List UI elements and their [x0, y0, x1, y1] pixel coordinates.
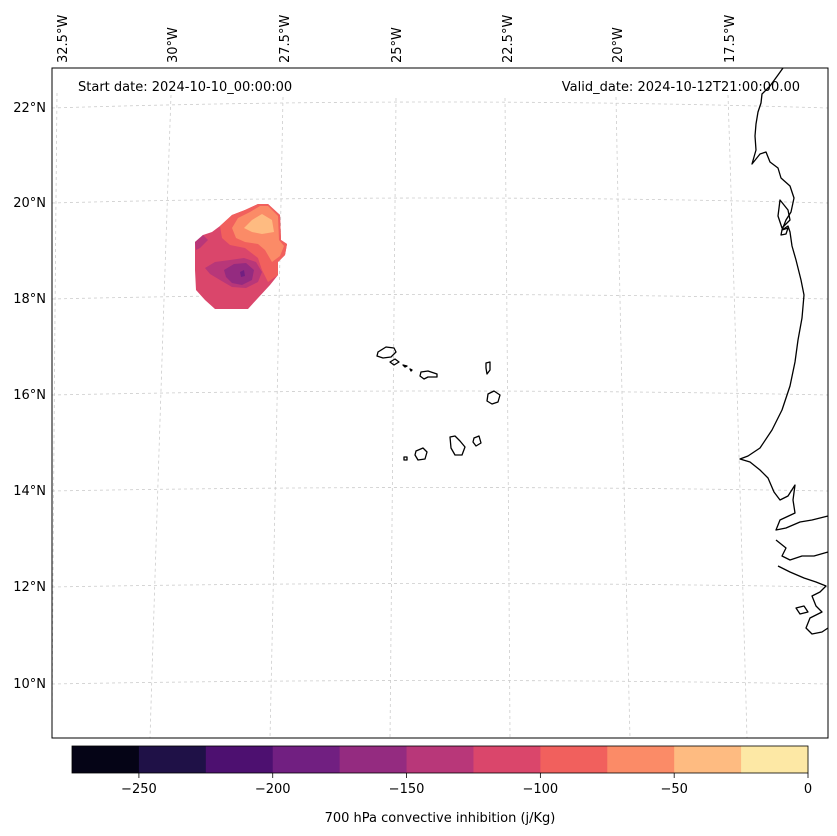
start-date-label: Start date: 2024-10-10_00:00:00 — [78, 80, 292, 95]
lon-label: 30°W — [166, 27, 181, 63]
valid-date-label: Valid_date: 2024-10-12T21:00:00.00 — [562, 80, 800, 95]
colorbar-segment — [72, 746, 140, 773]
map-axes — [51, 67, 829, 739]
colorbar-segment — [205, 746, 274, 773]
longitude-gridlines — [51, 92, 748, 739]
colorbar-ticks: −250 −200 −150 −100 −50 0 — [121, 773, 812, 797]
colorbar-segment — [473, 746, 541, 773]
latitude-gridlines — [51, 101, 829, 685]
colorbar-tick-label: −100 — [523, 782, 559, 797]
lon-label: 20°W — [611, 27, 626, 63]
colorbar-segment — [540, 746, 608, 773]
colorbar-segment — [607, 746, 675, 773]
colorbar-tick-label: 0 — [804, 782, 812, 797]
lat-label: 16°N — [13, 388, 46, 403]
cin-contour-min — [240, 270, 245, 277]
lat-label: 10°N — [13, 677, 46, 692]
lat-label: 12°N — [13, 580, 46, 595]
colorbar-segment — [741, 746, 809, 773]
lon-label: 22.5°W — [501, 15, 516, 63]
latitude-labels: 22°N 20°N 18°N 16°N 14°N 12°N 10°N — [13, 101, 46, 692]
colorbar: −250 −200 −150 −100 −50 0 700 hPa convective … — [71, 745, 812, 826]
colorbar-tick-label: −200 — [255, 782, 291, 797]
cin-contour-level-175 — [224, 263, 254, 285]
colorbar-tick-label: −250 — [121, 782, 157, 797]
cin-contour-region — [195, 204, 287, 309]
cape-verde-islands — [376, 346, 501, 461]
colorbar-tick-label: −150 — [389, 782, 425, 797]
lon-label: 32.5°W — [56, 15, 71, 63]
colorbar-segment — [674, 746, 742, 773]
lon-label: 25°W — [390, 27, 405, 63]
colorbar-tick-label: −50 — [660, 782, 687, 797]
lon-label: 27.5°W — [278, 15, 293, 63]
colorbar-segment — [339, 746, 408, 773]
cin-contour-level-50 — [244, 214, 274, 234]
lat-label: 14°N — [13, 484, 46, 499]
lat-label: 18°N — [13, 292, 46, 307]
colorbar-segments — [72, 746, 809, 773]
cin-contour-west-notch — [195, 235, 208, 250]
lon-label: 17.5°W — [723, 15, 738, 63]
colorbar-segment — [272, 746, 341, 773]
colorbar-frame — [71, 745, 809, 774]
map-frame — [51, 67, 829, 739]
africa-coastline — [739, 67, 829, 635]
lat-label: 22°N — [13, 101, 46, 116]
lat-label: 20°N — [13, 196, 46, 211]
colorbar-segment — [138, 746, 207, 773]
colorbar-title: 700 hPa convective inhibition (j/Kg) — [325, 811, 556, 826]
longitude-labels: 32.5°W 30°W 27.5°W 25°W 22.5°W 20°W 17.5… — [56, 15, 738, 63]
colorbar-segment — [406, 746, 474, 773]
